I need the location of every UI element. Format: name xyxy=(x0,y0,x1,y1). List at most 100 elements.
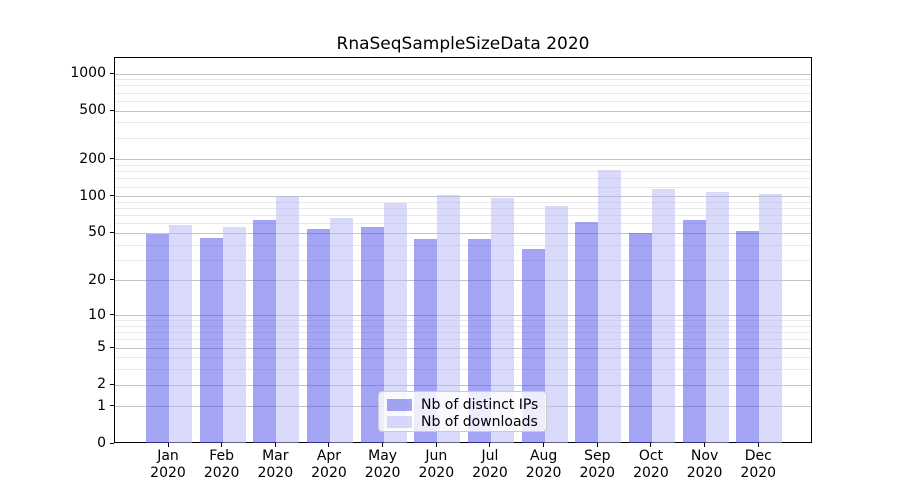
x-tick-label: Oct 2020 xyxy=(633,448,669,481)
y-tick-label: 20 xyxy=(88,271,106,288)
bar-distinct-ips-oct xyxy=(628,233,652,443)
minor-gridline xyxy=(115,223,811,225)
bar-distinct-ips-sep xyxy=(575,222,599,443)
x-tick-label: Apr 2020 xyxy=(311,448,347,481)
bar-distinct-ips-nov xyxy=(682,220,706,443)
x-tick-label: Sep 2020 xyxy=(579,448,616,481)
x-tick-label: Jul 2020 xyxy=(472,448,508,481)
chart-title: RnaSeqSampleSizeData 2020 xyxy=(336,34,590,54)
major-gridline xyxy=(115,159,811,161)
y-tick-label: 10 xyxy=(88,306,106,323)
bar-downloads-nov xyxy=(705,191,729,443)
minor-gridline xyxy=(115,208,811,210)
bar-downloads-jul xyxy=(490,198,514,443)
x-tick-mark xyxy=(328,443,330,447)
major-gridline xyxy=(115,347,811,349)
y-tick-label: 0 xyxy=(97,435,106,451)
minor-gridline xyxy=(115,92,811,94)
minor-gridline xyxy=(115,332,811,334)
bar-distinct-ips-feb xyxy=(199,237,223,443)
minor-gridline xyxy=(115,339,811,341)
bar-downloads-sep xyxy=(598,169,622,443)
y-tick-label: 2 xyxy=(97,376,106,393)
bar-downloads-apr xyxy=(329,218,353,443)
bar-downloads-aug xyxy=(544,206,568,443)
legend: Nb of distinct IPs Nb of downloads xyxy=(378,391,547,432)
x-tick-label: Dec 2020 xyxy=(740,448,777,481)
y-tick-mark xyxy=(110,109,114,111)
y-tick-mark xyxy=(110,383,114,385)
x-tick-mark xyxy=(489,443,491,447)
minor-gridline xyxy=(115,325,811,327)
x-tick-label: Jun 2020 xyxy=(418,448,455,481)
y-tick-mark xyxy=(110,195,114,197)
y-tick-label: 1000 xyxy=(70,65,106,81)
x-tick-label: Nov 2020 xyxy=(686,448,723,481)
y-tick-label: 5 xyxy=(97,339,106,356)
bar-downloads-dec xyxy=(759,193,783,443)
x-tick-mark xyxy=(543,443,545,447)
y-tick-mark xyxy=(110,314,114,316)
bar-distinct-ips-apr xyxy=(306,229,330,443)
legend-label-downloads: Nb of downloads xyxy=(421,414,538,430)
y-tick-mark xyxy=(110,72,114,74)
minor-gridline xyxy=(115,201,811,203)
x-tick-label: Mar 2020 xyxy=(257,448,294,481)
major-gridline xyxy=(115,196,811,198)
legend-label-distinct-ips: Nb of distinct IPs xyxy=(421,397,539,413)
x-tick-mark xyxy=(274,443,276,447)
minor-gridline xyxy=(115,357,811,359)
major-gridline xyxy=(115,315,811,317)
major-gridline xyxy=(115,384,811,386)
bar-downloads-may xyxy=(383,203,407,443)
minor-gridline xyxy=(115,259,811,261)
bar-downloads-oct xyxy=(651,188,675,443)
x-tick-label: Jan 2020 xyxy=(150,448,186,481)
major-gridline xyxy=(115,232,811,234)
bar-distinct-ips-dec xyxy=(736,231,760,443)
minor-gridline xyxy=(115,178,811,180)
legend-item-downloads: Nb of downloads xyxy=(387,414,538,430)
minor-gridline xyxy=(115,369,811,371)
major-gridline xyxy=(115,73,811,75)
y-tick-mark xyxy=(110,442,114,444)
legend-swatch-distinct-ips xyxy=(387,399,412,411)
y-tick-label: 500 xyxy=(79,102,106,119)
y-tick-mark xyxy=(110,279,114,281)
bar-distinct-ips-may xyxy=(360,226,384,443)
minor-gridline xyxy=(115,165,811,167)
minor-gridline xyxy=(115,186,811,188)
minor-gridline xyxy=(115,171,811,173)
x-tick-mark xyxy=(650,443,652,447)
y-tick-mark xyxy=(110,405,114,407)
x-tick-mark xyxy=(382,443,384,447)
major-gridline xyxy=(115,280,811,282)
major-gridline xyxy=(115,110,811,112)
bar-downloads-jun xyxy=(437,195,461,443)
legend-item-distinct-ips: Nb of distinct IPs xyxy=(387,397,538,413)
bar-downloads-jan xyxy=(169,224,192,443)
minor-gridline xyxy=(115,85,811,87)
y-tick-label: 1 xyxy=(97,397,106,414)
legend-swatch-downloads xyxy=(387,416,412,428)
bar-downloads-mar xyxy=(276,195,300,443)
y-tick-mark xyxy=(110,231,114,233)
x-tick-label: May 2020 xyxy=(364,448,401,481)
y-tick-label: 50 xyxy=(88,224,106,241)
minor-gridline xyxy=(115,244,811,246)
minor-gridline xyxy=(115,100,811,102)
minor-gridline xyxy=(115,79,811,81)
bar-distinct-ips-jan xyxy=(146,234,169,443)
x-tick-mark xyxy=(704,443,706,447)
x-tick-label: Aug 2020 xyxy=(525,448,562,481)
x-tick-mark xyxy=(596,443,598,447)
y-tick-label: 200 xyxy=(79,150,106,167)
minor-gridline xyxy=(115,122,811,124)
x-tick-mark xyxy=(435,443,437,447)
y-tick-label: 100 xyxy=(79,187,106,204)
x-tick-label: Feb 2020 xyxy=(203,448,240,481)
bar-downloads-feb xyxy=(222,226,246,443)
minor-gridline xyxy=(115,215,811,217)
minor-gridline xyxy=(115,320,811,322)
